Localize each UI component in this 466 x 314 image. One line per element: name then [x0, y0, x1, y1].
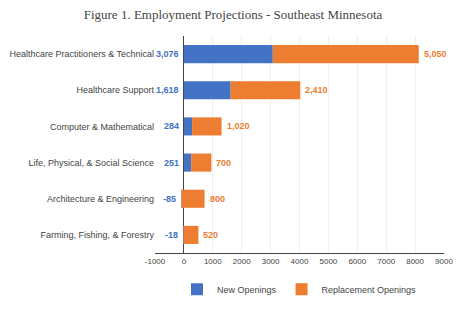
svg-text:520: 520	[203, 230, 218, 240]
svg-text:251: 251	[164, 158, 179, 168]
svg-text:1,020: 1,020	[227, 121, 250, 131]
svg-text:8000: 8000	[406, 257, 424, 266]
svg-text:Healthcare Support: Healthcare Support	[76, 85, 154, 95]
svg-text:4000: 4000	[291, 257, 309, 266]
svg-text:2,410: 2,410	[305, 85, 328, 95]
svg-text:6000: 6000	[348, 257, 366, 266]
svg-text:700: 700	[216, 158, 231, 168]
svg-text:800: 800	[210, 194, 225, 204]
svg-text:2000: 2000	[233, 257, 251, 266]
svg-text:3,076: 3,076	[156, 49, 179, 59]
svg-text:9000: 9000	[435, 257, 453, 266]
svg-text:284: 284	[164, 121, 179, 131]
svg-text:-18: -18	[165, 230, 178, 240]
svg-text:Figure 1. Employment Projectio: Figure 1. Employment Projections - South…	[84, 7, 383, 22]
svg-text:5,050: 5,050	[424, 49, 447, 59]
svg-text:Life, Physical, & Social Scien: Life, Physical, & Social Science	[28, 158, 154, 168]
svg-text:-85: -85	[163, 194, 176, 204]
svg-text:0: 0	[182, 257, 187, 266]
svg-text:1000: 1000	[204, 257, 222, 266]
svg-text:Architecture & Engineering: Architecture & Engineering	[47, 194, 154, 204]
svg-text:Healthcare Practitioners & Tec: Healthcare Practitioners & Technical	[10, 49, 154, 59]
svg-text:7000: 7000	[377, 257, 395, 266]
svg-text:5000: 5000	[320, 257, 338, 266]
svg-text:New Openings: New Openings	[217, 285, 277, 295]
svg-text:3000: 3000	[262, 257, 280, 266]
svg-text:1,618: 1,618	[156, 85, 179, 95]
svg-text:-1000: -1000	[145, 257, 166, 266]
svg-text:Computer & Mathematical: Computer & Mathematical	[50, 122, 154, 132]
svg-text:Replacement Openings: Replacement Openings	[322, 285, 417, 295]
svg-text:Farming, Fishing, & Forestry: Farming, Fishing, & Forestry	[40, 230, 154, 240]
